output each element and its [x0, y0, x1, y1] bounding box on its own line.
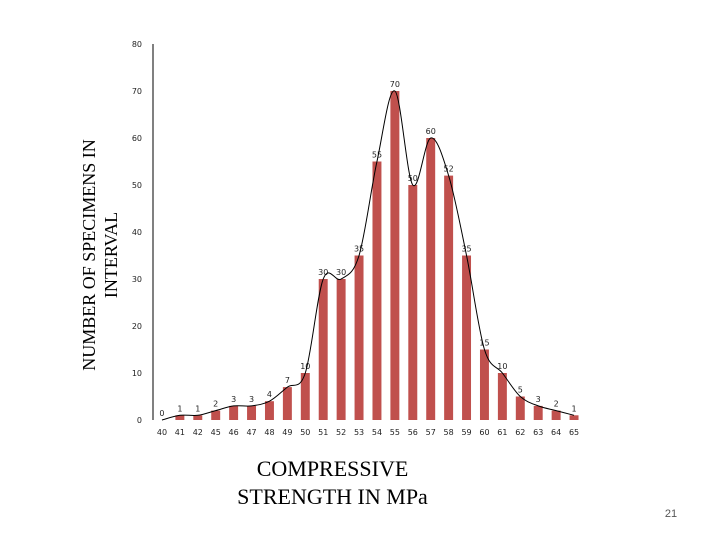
x-tick-label: 54 — [372, 428, 382, 437]
distribution-curve — [161, 90, 575, 421]
x-axis-title: COMPRESSIVE STRENGTH IN MPa — [200, 455, 465, 511]
x-tick-label: 41 — [175, 428, 185, 437]
page-number: 21 — [664, 508, 678, 520]
data-label: 3 — [249, 395, 254, 404]
x-tick-label: 65 — [569, 428, 579, 437]
bar — [318, 279, 328, 420]
bar — [336, 279, 346, 420]
bar — [497, 373, 507, 420]
data-label: 4 — [267, 390, 272, 399]
data-labels: 0 1 1 2 3 3 4 7 10 30 30 35 55 70 50 60 52 35 15 10 5 3 2 1 — [159, 80, 576, 418]
y-tick-label: 0 — [137, 416, 142, 425]
bar — [282, 387, 292, 420]
bar — [551, 410, 561, 420]
x-tick-label: 60 — [479, 428, 489, 437]
data-label: 60 — [426, 127, 436, 136]
x-tick-label: 56 — [408, 428, 418, 437]
y-tick-label: 50 — [132, 181, 142, 190]
x-tick-label: 47 — [246, 428, 256, 437]
data-label: 52 — [444, 165, 454, 174]
x-tick-label: 58 — [444, 428, 454, 437]
data-label: 1 — [177, 404, 182, 413]
data-label: 30 — [318, 268, 328, 277]
bar — [229, 405, 239, 420]
x-tick-label: 52 — [336, 428, 346, 437]
data-label: 50 — [408, 174, 418, 183]
x-tick-label: 42 — [193, 428, 203, 437]
bar — [479, 349, 489, 420]
x-axis-title-line-2: STRENGTH IN MPa — [237, 484, 428, 509]
x-tick-label: 49 — [282, 428, 292, 437]
x-tick-label: 51 — [318, 428, 328, 437]
bar — [444, 175, 454, 420]
y-tick-label: 10 — [132, 369, 142, 378]
y-tick-label: 30 — [132, 275, 142, 284]
data-label: 2 — [213, 400, 218, 409]
x-tick-label: 57 — [426, 428, 436, 437]
bar — [569, 415, 579, 420]
y-tick-label: 70 — [132, 87, 142, 96]
x-tick-label: 48 — [264, 428, 274, 437]
x-tick-label: 55 — [390, 428, 400, 437]
bar — [426, 138, 436, 420]
x-tick-label: 61 — [497, 428, 507, 437]
x-tick-label: 53 — [354, 428, 364, 437]
bar — [193, 415, 203, 420]
bar — [300, 373, 310, 420]
bar — [211, 410, 221, 420]
bar — [533, 405, 543, 420]
x-tick-label: 62 — [515, 428, 525, 437]
y-axis-title-line-1: NUMBER OF SPECIMENS IN — [79, 139, 99, 371]
x-tick-label: 40 — [157, 428, 167, 437]
data-label: 10 — [300, 362, 310, 371]
data-label: 55 — [372, 151, 382, 160]
data-label: 70 — [390, 80, 400, 89]
bar — [390, 91, 400, 420]
x-axis-title-line-1: COMPRESSIVE — [256, 456, 409, 481]
y-tick-label: 80 — [132, 40, 142, 49]
x-tick-label: 46 — [229, 428, 239, 437]
data-label: 3 — [231, 395, 236, 404]
x-tick-labels: 40 41 42 45 46 47 48 49 50 51 52 53 54 55 56 57 58 59 60 61… — [157, 428, 579, 437]
bar — [408, 185, 418, 420]
data-label: 5 — [518, 386, 523, 395]
y-tick-label: 20 — [132, 322, 142, 331]
bar — [354, 255, 364, 420]
y-axis: 0 10 20 30 40 50 60 70 80 — [132, 40, 154, 425]
x-tick-label: 45 — [211, 428, 221, 437]
bar — [515, 396, 525, 420]
data-label: 1 — [571, 404, 576, 413]
data-label: 7 — [285, 376, 290, 385]
bar — [264, 401, 274, 420]
y-tick-label: 60 — [132, 134, 142, 143]
data-label: 35 — [354, 245, 364, 254]
x-tick-label: 63 — [533, 428, 543, 437]
data-label: 35 — [461, 245, 471, 254]
bar-series — [175, 91, 579, 420]
data-label: 2 — [554, 400, 559, 409]
data-label: 10 — [497, 362, 507, 371]
y-axis-title-line-2: INTERVAL — [101, 212, 121, 298]
y-tick-label: 40 — [132, 228, 142, 237]
bar — [247, 405, 257, 420]
x-tick-label: 64 — [551, 428, 561, 437]
bar — [462, 255, 472, 420]
data-label: 15 — [479, 339, 489, 348]
x-tick-label: 50 — [300, 428, 310, 437]
data-label: 1 — [195, 404, 200, 413]
bar — [372, 161, 382, 420]
data-label: 0 — [159, 409, 164, 418]
bar — [175, 415, 185, 420]
data-label: 3 — [536, 395, 541, 404]
x-tick-label: 59 — [461, 428, 471, 437]
data-label: 30 — [336, 268, 346, 277]
